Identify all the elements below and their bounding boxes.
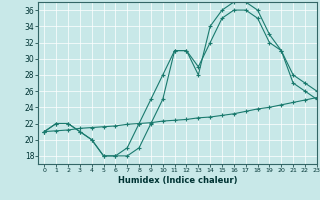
X-axis label: Humidex (Indice chaleur): Humidex (Indice chaleur)	[118, 176, 237, 185]
